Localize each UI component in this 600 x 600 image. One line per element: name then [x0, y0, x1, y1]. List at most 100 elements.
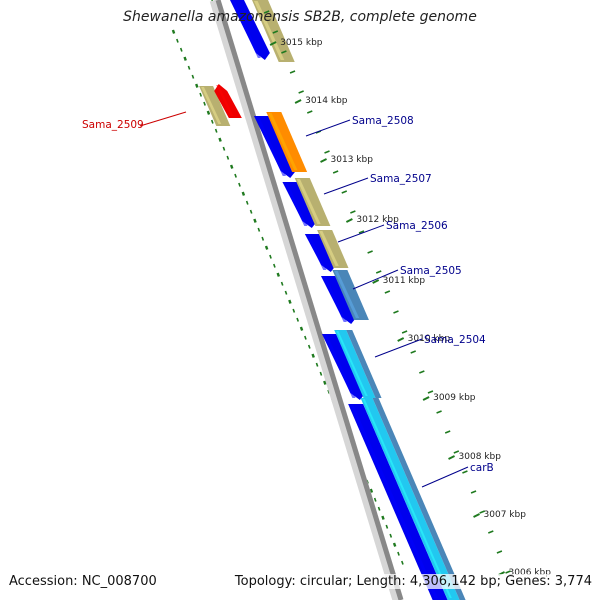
- gc-dot: [183, 56, 187, 61]
- gc-dot: [307, 344, 311, 349]
- gene-label: Sama_2505: [400, 265, 462, 277]
- gene-sama-2504-shine: [336, 331, 368, 396]
- gc-dot: [323, 380, 327, 385]
- gene-carb-shine: [362, 399, 452, 598]
- gc-dot: [253, 218, 257, 223]
- backbone-line: [215, 0, 404, 600]
- gene-block-upper-blue-shine: [232, 1, 261, 58]
- gene-carb-edge: [372, 398, 466, 600]
- gc-dot: [397, 551, 400, 556]
- ruler-minor-tick: [272, 30, 279, 34]
- gc-dot: [373, 497, 377, 502]
- gc-dot: [292, 308, 296, 313]
- gene-features: [199, 0, 466, 600]
- ruler-minor-tick: [298, 90, 304, 94]
- gene-label: Sama_2504: [424, 334, 486, 346]
- gc-dot: [226, 155, 230, 160]
- ruler-minor-tick: [436, 410, 442, 414]
- ruler-minor-tick: [263, 10, 270, 14]
- gc-dot: [222, 146, 226, 151]
- ruler-tick-label: 3015 kbp: [280, 38, 323, 48]
- ruler-tick-mark: [473, 513, 480, 518]
- ruler-minor-tick: [332, 170, 339, 174]
- gc-dot: [276, 272, 280, 277]
- ruler-tick-mark: [269, 41, 277, 46]
- ruler-minor-tick: [281, 50, 287, 54]
- gc-dot: [304, 335, 307, 340]
- ruler-minor-tick: [479, 510, 485, 514]
- ruler-minor-tick: [401, 330, 408, 334]
- ruler-minor-tick: [444, 430, 451, 434]
- gc-dot: [264, 245, 269, 250]
- ruler-minor-tick: [487, 530, 494, 534]
- gc-content-dots: [171, 0, 404, 565]
- gc-dot: [389, 533, 393, 538]
- gene-sama-2504-blue-shine: [323, 335, 356, 398]
- gc-dot: [199, 92, 203, 97]
- ruler-minor-tick: [324, 150, 330, 154]
- ruler-tick-label: 3008 kbp: [459, 452, 502, 462]
- gc-dot: [273, 263, 276, 268]
- gc-dot: [195, 83, 199, 88]
- gc-dot: [249, 209, 253, 214]
- gc-dot: [210, 119, 214, 124]
- ruler-minor-tick: [410, 350, 417, 354]
- ruler-minor-tick: [289, 70, 296, 74]
- gene-carb-edge-shine: [374, 399, 462, 598]
- ruler-minor-tick: [470, 490, 477, 494]
- gene-label: Sama_2506: [386, 220, 448, 232]
- ruler-tick-mark: [320, 158, 327, 163]
- genome-summary: Topology: circular; Length: 4,306,142 bp…: [234, 574, 592, 589]
- ruler-minor-tick: [453, 450, 460, 454]
- ruler-minor-tick: [375, 270, 382, 274]
- gene-label-leader: [323, 177, 369, 195]
- gc-dot: [319, 371, 323, 376]
- gc-dot: [234, 173, 237, 178]
- gc-dot: [280, 281, 284, 286]
- gc-dot: [381, 515, 385, 520]
- gene-sama-2505-shine: [334, 271, 360, 318]
- ruler-tick-mark: [294, 99, 302, 104]
- gene-sama-2506-shine: [319, 231, 339, 266]
- gc-dot: [238, 182, 241, 187]
- gc-dot: [176, 38, 179, 43]
- gene-label: Sama_2508: [352, 115, 414, 127]
- gc-dot: [299, 326, 304, 331]
- ruler-tick-label: 3012 kbp: [356, 215, 399, 225]
- gene-sama-2507-blue-shine: [284, 183, 308, 226]
- gene-sama-2509-khaki-shine: [201, 87, 222, 124]
- accession-label: Accession: NC_008700: [9, 574, 157, 589]
- ruler-minor-tick: [427, 390, 434, 394]
- map-title: Shewanella amazonensis SB2B, complete ge…: [123, 9, 477, 25]
- gc-dot: [171, 29, 176, 34]
- gc-dot: [191, 74, 195, 79]
- ruler-tick-label: 3006 kbp: [509, 568, 552, 578]
- gene-label-leader: [374, 338, 423, 358]
- ruler-tick-label: 3011 kbp: [383, 276, 426, 286]
- gene-sama-2506-blue-shine: [306, 235, 327, 270]
- gene-labels: Sama_2509 Sama_2508 Sama_2507 Sama_2506 Sama…: [82, 111, 494, 488]
- gc-dot: [261, 236, 265, 241]
- ruler-minor-tick: [505, 570, 511, 574]
- gc-dot: [218, 137, 222, 142]
- gc-dot: [257, 227, 261, 232]
- gene-sama-2508-blue-shine: [255, 117, 286, 176]
- ruler-minor-tick: [419, 370, 425, 374]
- gene-label: carB: [470, 462, 494, 474]
- ruler-minor-tick: [341, 190, 348, 194]
- gene-label-leader: [352, 269, 399, 290]
- ruler-minor-tick: [393, 310, 399, 314]
- gene-label-leader: [337, 224, 385, 243]
- gc-dot: [296, 317, 300, 322]
- gene-label: Sama_2507: [370, 173, 432, 185]
- backbone-shadow: [209, 0, 404, 600]
- ruler-tick-label: 3013 kbp: [331, 155, 374, 165]
- gene-label-leader: [421, 466, 469, 488]
- gc-dot: [288, 299, 292, 304]
- ruler-tick-mark: [397, 337, 405, 342]
- gene-carb-blue-shine: [350, 405, 438, 598]
- gene-sama-2504-edge-shine: [348, 331, 378, 396]
- gc-dot: [377, 506, 381, 511]
